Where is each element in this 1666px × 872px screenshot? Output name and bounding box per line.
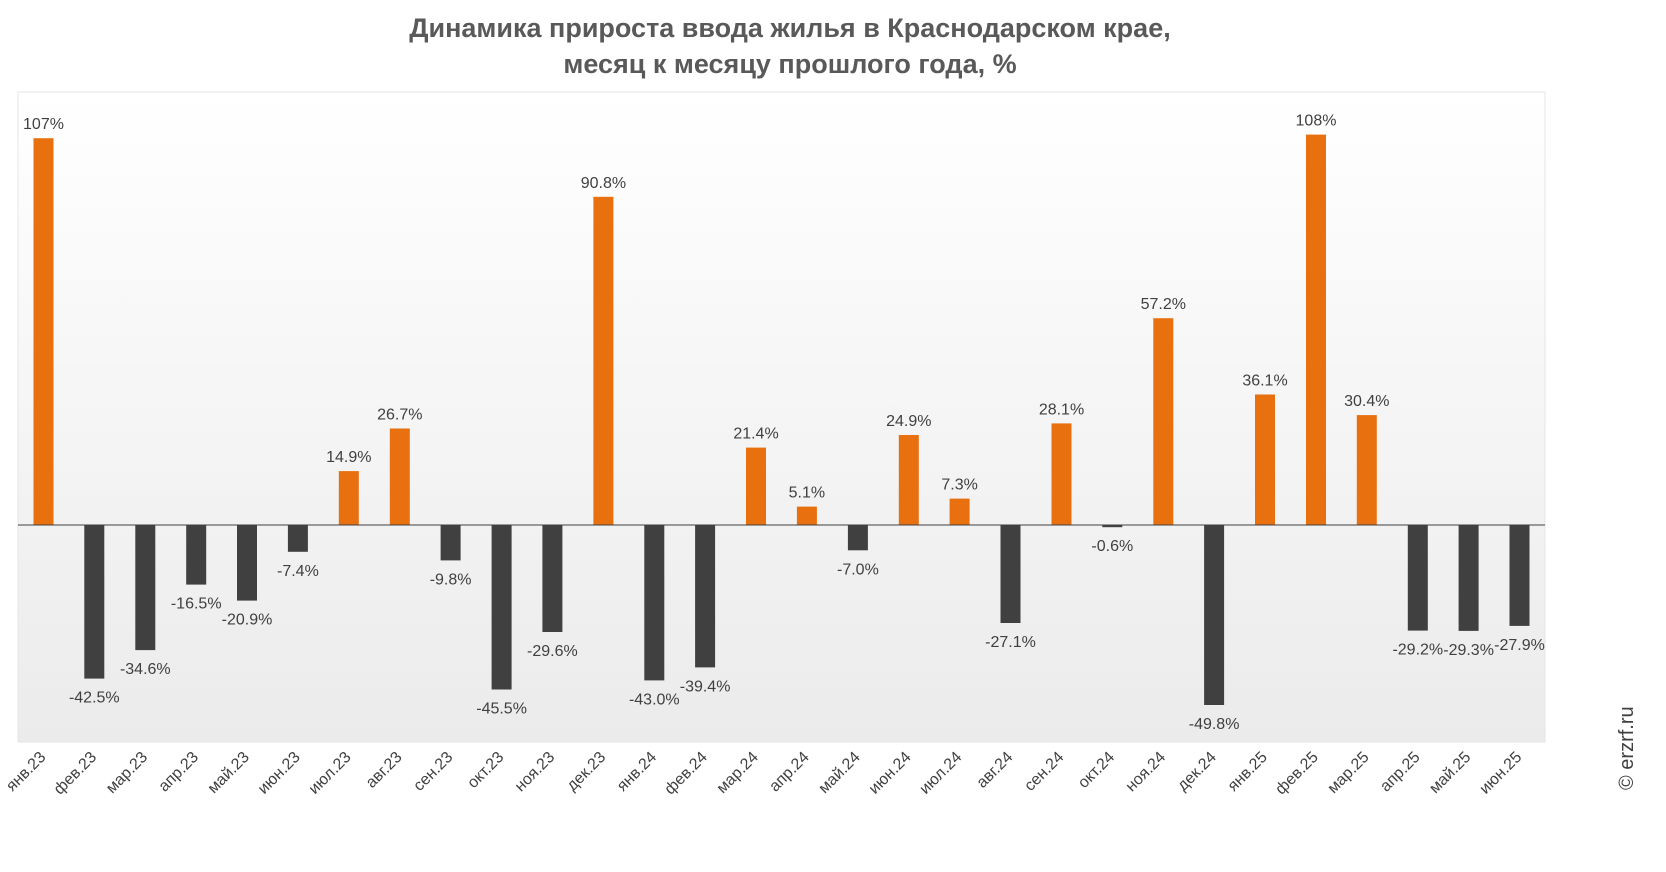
x-tick-label-янв.25: янв.25: [1225, 749, 1271, 795]
x-tick-label-окт.23: окт.23: [464, 749, 507, 792]
bar-дек.24: [1204, 525, 1225, 705]
x-tick-label-мар.25: мар.25: [1325, 749, 1373, 797]
data-label-авг.23: 26.7%: [377, 407, 422, 424]
x-tick-label-апр.23: апр.23: [156, 749, 203, 796]
x-tick-label-май.25: май.25: [1426, 749, 1474, 797]
watermark: © erzrf.ru: [1616, 706, 1638, 790]
data-label-апр.25: -29.2%: [1392, 642, 1443, 659]
x-tick-label-фев.23: фев.23: [51, 749, 100, 798]
bar-дек.23: [593, 196, 614, 526]
data-label-май.25: -29.3%: [1443, 642, 1494, 659]
x-tick-label-дек.23: дек.23: [564, 749, 610, 795]
bar-фев.23: [84, 525, 105, 679]
data-label-янв.23: 107%: [23, 116, 64, 133]
chart-title: Динамика прироста ввода жилья в Краснода…: [0, 10, 1580, 82]
bar-сен.24: [1051, 423, 1072, 525]
bar-апр.23: [186, 525, 207, 585]
bar-авг.23: [389, 428, 410, 525]
bar-авг.24: [1000, 525, 1021, 623]
x-tick-label-июн.25: июн.25: [1477, 749, 1526, 798]
data-label-июл.23: 14.9%: [326, 449, 371, 466]
x-tick-label-сен.24: сен.24: [1021, 749, 1067, 795]
data-label-янв.24: -43.0%: [629, 691, 680, 708]
data-label-сен.23: -9.8%: [430, 571, 472, 588]
bar-янв.24: [644, 525, 665, 681]
x-tick-label-авг.24: авг.24: [974, 749, 1017, 792]
x-tick-label-авг.23: авг.23: [363, 749, 406, 792]
x-tick-label-фев.25: фев.25: [1272, 749, 1321, 798]
bar-июл.24: [949, 498, 970, 525]
x-tick-label-апр.25: апр.25: [1377, 749, 1424, 796]
bar-янв.25: [1255, 394, 1275, 525]
x-tick-label-сен.23: сен.23: [410, 749, 456, 795]
data-label-июн.25: -27.9%: [1494, 637, 1545, 654]
data-label-мар.25: 30.4%: [1344, 393, 1389, 410]
data-label-фев.25: 108%: [1296, 113, 1337, 130]
bar-июл.23: [338, 471, 359, 525]
data-label-янв.25: 36.1%: [1242, 373, 1287, 390]
bar-июн.23: [287, 525, 308, 552]
chart-title-line-1: Динамика прироста ввода жилья в Краснода…: [409, 13, 1171, 43]
bar-ноя.24: [1153, 318, 1174, 525]
data-label-ноя.23: -29.6%: [527, 643, 578, 660]
data-label-фев.23: -42.5%: [69, 690, 120, 707]
x-tick-label-июл.24: июл.24: [917, 749, 966, 798]
data-label-авг.24: -27.1%: [985, 634, 1036, 651]
data-label-апр.24: 5.1%: [789, 485, 825, 502]
x-tick-label-ноя.23: ноя.23: [512, 749, 558, 795]
data-label-май.23: -20.9%: [222, 612, 273, 629]
bar-апр.24: [796, 506, 817, 525]
data-label-дек.24: -49.8%: [1189, 716, 1240, 733]
data-label-дек.23: 90.8%: [581, 175, 626, 192]
x-tick-label-май.24: май.24: [816, 749, 864, 797]
x-tick-label-май.23: май.23: [205, 749, 253, 797]
data-label-окт.23: -45.5%: [476, 701, 527, 718]
x-tick-label-июл.23: июл.23: [306, 749, 355, 798]
data-label-апр.23: -16.5%: [171, 596, 222, 613]
x-tick-label-июн.24: июн.24: [866, 749, 915, 798]
bar-мар.23: [135, 525, 156, 651]
bar-фев.24: [695, 525, 716, 668]
bar-мар.24: [746, 447, 766, 525]
data-label-сен.24: 28.1%: [1039, 401, 1084, 418]
plot-area: [17, 91, 1546, 743]
x-tick-label-дек.24: дек.24: [1174, 749, 1220, 795]
data-label-фев.24: -39.4%: [680, 678, 731, 695]
x-tick-label-янв.24: янв.24: [614, 749, 660, 795]
data-label-май.24: -7.0%: [837, 561, 879, 578]
x-tick-label-апр.24: апр.24: [766, 749, 813, 796]
data-label-ноя.24: 57.2%: [1141, 296, 1186, 313]
bar-окт.23: [491, 525, 512, 690]
bar-июн.24: [898, 435, 919, 525]
bar-ноя.23: [542, 525, 563, 632]
x-tick-label-июн.23: июн.23: [255, 749, 304, 798]
data-label-июн.24: 24.9%: [886, 413, 931, 430]
x-tick-label-фев.24: фев.24: [662, 749, 711, 798]
x-tick-label-мар.23: мар.23: [103, 749, 151, 797]
bar-сен.23: [440, 525, 461, 561]
bar-апр.25: [1407, 525, 1428, 631]
data-label-мар.23: -34.6%: [120, 661, 171, 678]
data-label-окт.24: -0.6%: [1091, 538, 1133, 555]
x-tick-label-ноя.24: ноя.24: [1123, 749, 1169, 795]
x-tick-label-янв.23: янв.23: [3, 749, 49, 795]
bar-мар.25: [1356, 415, 1377, 525]
x-tick-label-окт.24: окт.24: [1075, 749, 1118, 792]
data-label-мар.24: 21.4%: [733, 426, 778, 443]
bar-окт.24: [1102, 525, 1123, 528]
bar-май.23: [237, 525, 257, 601]
bar-фев.25: [1306, 134, 1326, 525]
chart-title-line-2: месяц к месяцу прошлого года, %: [563, 49, 1017, 79]
data-label-июл.24: 7.3%: [941, 477, 977, 494]
data-label-июн.23: -7.4%: [277, 563, 319, 580]
bar-июн.25: [1509, 525, 1530, 626]
x-tick-label-мар.24: мар.24: [714, 749, 762, 797]
bar-янв.23: [33, 138, 54, 525]
bar-май.24: [847, 525, 868, 551]
bar-май.25: [1458, 525, 1479, 631]
